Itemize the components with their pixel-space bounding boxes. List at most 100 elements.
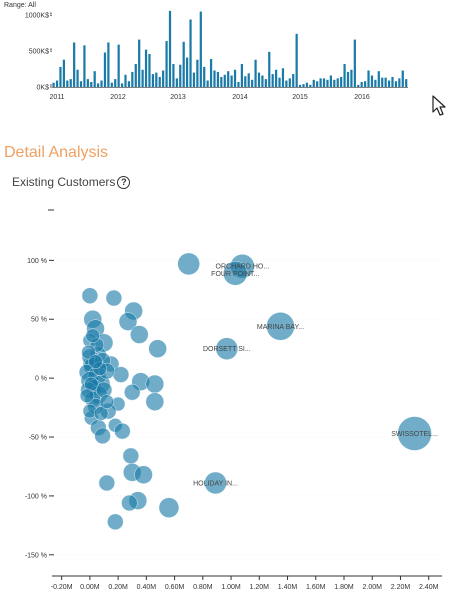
mini-bar[interactable]	[292, 74, 295, 87]
mini-bar[interactable]	[86, 79, 89, 87]
bubble[interactable]	[130, 325, 149, 344]
mini-bar[interactable]	[100, 80, 103, 87]
help-circle-icon[interactable]: ?	[117, 175, 131, 189]
mini-bar[interactable]	[285, 80, 288, 87]
mini-bar[interactable]	[196, 59, 199, 87]
bubble[interactable]	[223, 261, 248, 286]
bubble[interactable]	[99, 394, 115, 409]
bubble[interactable]	[131, 372, 150, 391]
bubble[interactable]	[82, 403, 98, 419]
mini-bar[interactable]	[62, 59, 65, 87]
bubble[interactable]	[98, 474, 116, 492]
mini-bar[interactable]	[138, 39, 141, 87]
mini-bar[interactable]	[216, 71, 220, 87]
bubble[interactable]	[105, 289, 123, 307]
bubble[interactable]	[87, 366, 107, 385]
bubble[interactable]	[83, 357, 102, 376]
mini-bar[interactable]	[182, 41, 185, 87]
bubble[interactable]	[124, 301, 143, 321]
bubble[interactable]	[81, 287, 99, 304]
mini-bar[interactable]	[357, 84, 360, 87]
mini-bar[interactable]	[247, 73, 250, 87]
mini-bar[interactable]	[333, 79, 336, 87]
mini-bar[interactable]	[134, 64, 137, 87]
mini-bar[interactable]	[59, 66, 62, 87]
mini-bar[interactable]	[251, 79, 254, 87]
mini-bar[interactable]	[405, 79, 408, 87]
mini-bar[interactable]	[340, 76, 343, 87]
bubble[interactable]	[80, 371, 100, 390]
bubble[interactable]	[145, 392, 165, 411]
bubble[interactable]	[114, 422, 131, 440]
bubble[interactable]	[128, 491, 148, 510]
mini-bar[interactable]	[158, 76, 161, 87]
bubble[interactable]	[81, 348, 99, 366]
bubble[interactable]	[148, 339, 167, 358]
bubble[interactable]	[84, 391, 101, 408]
bubble[interactable]	[266, 312, 295, 341]
mini-bar[interactable]	[374, 79, 377, 87]
bubble[interactable]	[80, 381, 97, 399]
bubble[interactable]	[102, 355, 120, 373]
bubble[interactable]	[78, 364, 96, 381]
bubble[interactable]	[89, 385, 108, 404]
bubble[interactable]	[90, 346, 107, 363]
mini-bar[interactable]	[168, 10, 172, 88]
mini-bar[interactable]	[319, 78, 322, 87]
bubble[interactable]	[94, 352, 111, 369]
mini-bar[interactable]	[162, 70, 165, 87]
mini-bar[interactable]	[377, 71, 380, 87]
mini-bar[interactable]	[220, 76, 223, 87]
bubble[interactable]	[124, 384, 141, 401]
bubble[interactable]	[177, 252, 200, 276]
mini-bar[interactable]	[117, 44, 120, 87]
mini-bar[interactable]	[268, 51, 271, 87]
mini-bar[interactable]	[233, 69, 237, 87]
bubble[interactable]	[89, 337, 105, 353]
mini-bar[interactable]	[326, 79, 329, 87]
bubble[interactable]	[204, 471, 227, 495]
mini-bar[interactable]	[261, 75, 264, 87]
mini-bar[interactable]	[298, 84, 302, 87]
mini-bar[interactable]	[90, 81, 93, 87]
bubble[interactable]	[82, 333, 98, 348]
mini-bar[interactable]	[206, 80, 209, 87]
bubble[interactable]	[95, 381, 113, 399]
mini-bar[interactable]	[55, 80, 59, 87]
bubble[interactable]	[108, 418, 123, 433]
mini-bar[interactable]	[394, 81, 398, 87]
mini-bar[interactable]	[69, 79, 72, 87]
mini-bar[interactable]	[257, 72, 261, 87]
timeline-bar-chart[interactable]: 0K$ 500K$ 1000K$ 2011 2012 2013 2014 2015 2016	[0, 0, 465, 110]
mini-bar[interactable]	[120, 83, 124, 87]
mini-bar[interactable]	[93, 71, 96, 87]
mini-bar[interactable]	[302, 84, 305, 87]
bubble[interactable]	[397, 416, 432, 451]
mini-bar[interactable]	[230, 75, 233, 87]
bubble[interactable]	[79, 388, 95, 403]
mini-bar[interactable]	[213, 70, 216, 87]
mini-bar[interactable]	[114, 79, 117, 87]
mini-bar[interactable]	[278, 77, 281, 87]
mini-bar[interactable]	[127, 81, 131, 87]
bubble[interactable]	[84, 376, 99, 392]
mini-bar[interactable]	[367, 70, 370, 87]
mini-bar[interactable]	[281, 68, 285, 87]
mini-bar[interactable]	[227, 71, 230, 87]
mini-bar[interactable]	[391, 76, 394, 87]
bubble[interactable]	[92, 361, 107, 376]
bubble[interactable]	[134, 465, 153, 484]
bubble[interactable]	[215, 337, 239, 360]
mini-bar[interactable]	[110, 82, 113, 87]
mini-bar[interactable]	[401, 70, 404, 87]
mini-bar[interactable]	[244, 76, 247, 87]
mini-bar[interactable]	[83, 45, 86, 87]
mini-bar[interactable]	[350, 69, 353, 87]
bubble[interactable]	[88, 354, 103, 369]
mini-bar[interactable]	[223, 74, 226, 87]
mini-bar[interactable]	[165, 41, 168, 87]
mini-bar[interactable]	[203, 66, 206, 87]
mini-bar[interactable]	[295, 33, 298, 87]
mini-bar[interactable]	[189, 19, 192, 88]
mini-bar[interactable]	[254, 59, 257, 87]
